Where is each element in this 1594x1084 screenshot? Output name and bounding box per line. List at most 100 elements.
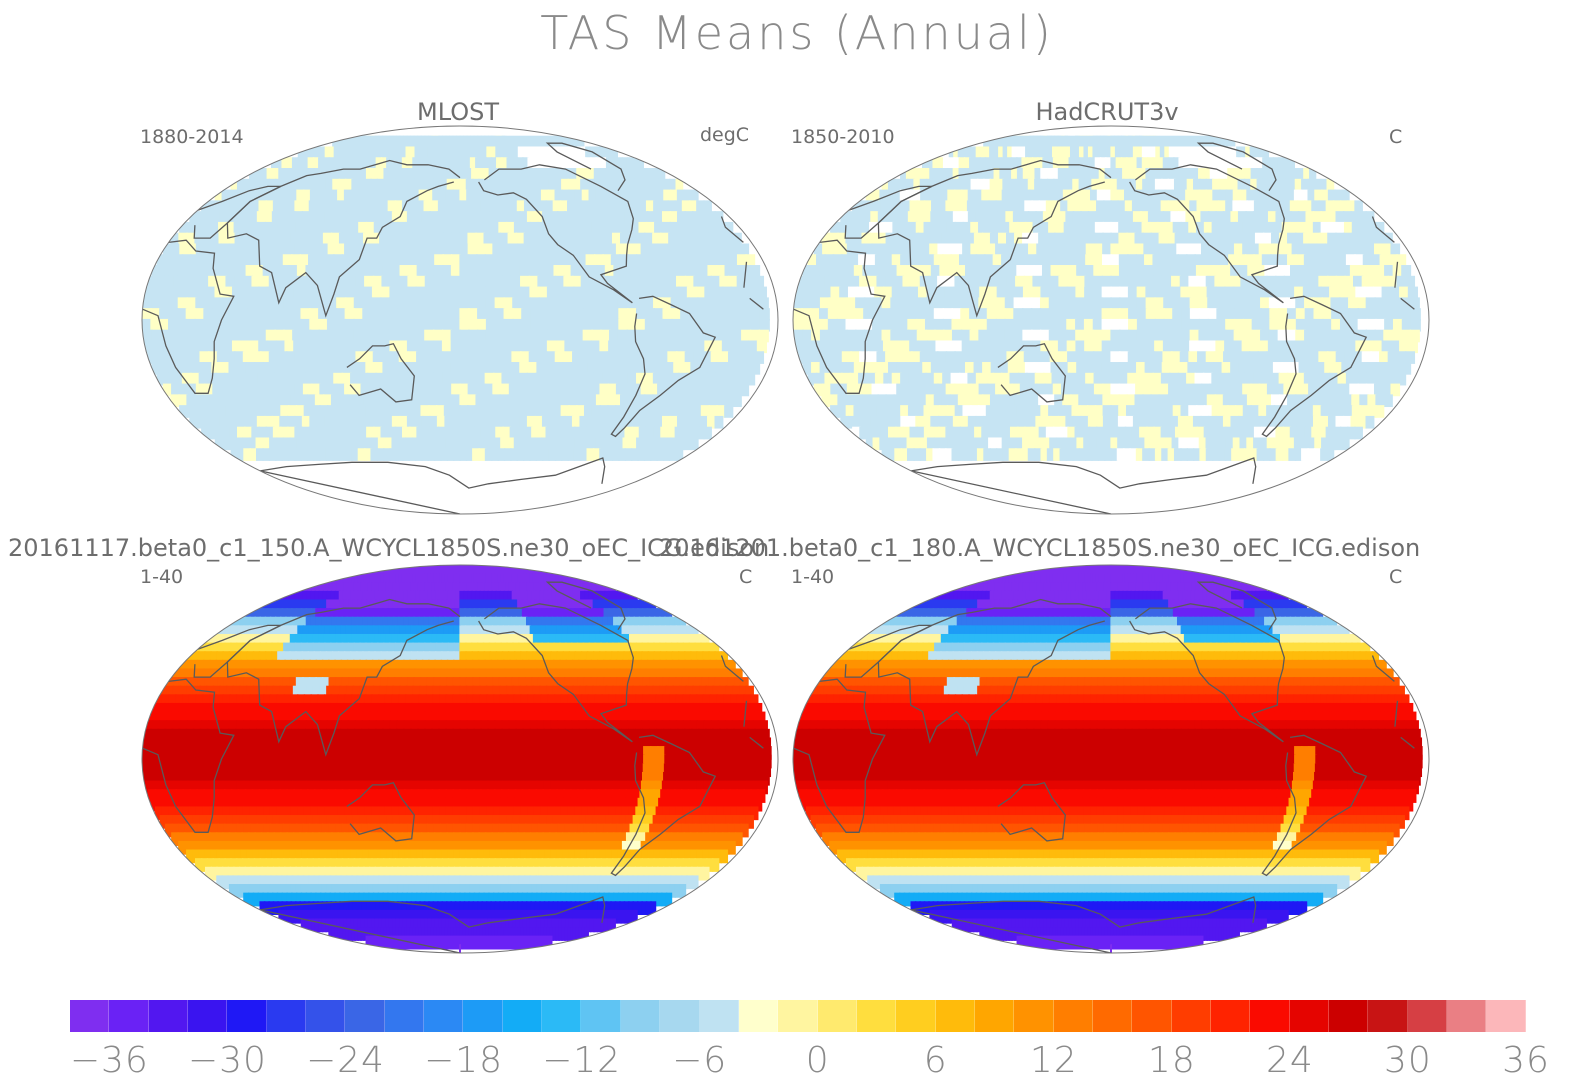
field-cell bbox=[1178, 157, 1186, 170]
field-cell bbox=[692, 221, 703, 235]
field-cell bbox=[1013, 329, 1024, 343]
field-cell bbox=[500, 573, 505, 588]
field-cell bbox=[582, 168, 590, 181]
field-cell bbox=[171, 243, 181, 257]
field-cell bbox=[1270, 372, 1281, 386]
field-cell bbox=[922, 415, 932, 429]
field-cell bbox=[870, 211, 880, 224]
field-cell bbox=[409, 243, 420, 257]
field-cell bbox=[186, 329, 197, 343]
field-cell bbox=[713, 340, 724, 354]
field-cell bbox=[880, 426, 890, 440]
field-cell bbox=[1200, 211, 1210, 224]
field-cell bbox=[1084, 448, 1093, 461]
field-cell bbox=[1068, 157, 1076, 170]
field-cell bbox=[1271, 394, 1281, 408]
field-cell bbox=[186, 405, 197, 418]
field-cell bbox=[305, 362, 316, 375]
field-cell bbox=[551, 616, 559, 631]
field-cell bbox=[576, 146, 583, 160]
field-cell bbox=[574, 599, 581, 614]
field-cell bbox=[1144, 254, 1154, 267]
field-cell bbox=[922, 211, 932, 224]
field-cell bbox=[555, 573, 560, 588]
field-cell bbox=[204, 211, 214, 224]
field-cell bbox=[925, 254, 936, 267]
field-cell bbox=[953, 383, 964, 397]
field-cell bbox=[287, 448, 296, 461]
field-cell bbox=[521, 329, 532, 343]
field-cell bbox=[319, 383, 330, 397]
field-cell bbox=[1219, 189, 1228, 203]
field-cell bbox=[248, 329, 259, 343]
field-cell bbox=[1015, 189, 1024, 203]
field-cell bbox=[495, 590, 502, 605]
field-cell bbox=[454, 616, 461, 631]
field-cell bbox=[697, 308, 709, 321]
field-cell bbox=[309, 329, 320, 343]
field-cell bbox=[503, 599, 510, 614]
field-cell bbox=[539, 590, 546, 605]
field-cell bbox=[280, 221, 290, 235]
field-cell bbox=[210, 232, 220, 246]
field-cell bbox=[258, 426, 268, 440]
field-cell bbox=[590, 286, 601, 300]
coastline-south-america bbox=[610, 295, 717, 438]
field-cell bbox=[208, 200, 217, 214]
field-cell bbox=[450, 329, 461, 343]
field-cell bbox=[374, 590, 381, 605]
field-cell bbox=[299, 599, 306, 614]
field-cell bbox=[630, 405, 640, 418]
field-cell bbox=[1196, 200, 1206, 214]
field-cell bbox=[1298, 362, 1309, 375]
field-cell bbox=[1367, 221, 1377, 235]
field-cell bbox=[587, 232, 598, 246]
field-cell bbox=[1186, 146, 1193, 160]
field-cell bbox=[758, 297, 769, 311]
field-cell bbox=[373, 426, 382, 440]
map-panel-mlost bbox=[141, 125, 779, 515]
field-cell bbox=[1123, 178, 1131, 192]
field-cell bbox=[971, 146, 978, 160]
field-cell bbox=[295, 405, 306, 418]
field-cell bbox=[299, 254, 310, 267]
field-cell bbox=[611, 168, 619, 181]
field-cell bbox=[630, 265, 641, 278]
field-cell bbox=[1332, 383, 1343, 397]
field-cell bbox=[509, 200, 519, 214]
field-cell bbox=[574, 426, 583, 440]
field-cell bbox=[1060, 243, 1071, 257]
field-cell bbox=[639, 211, 649, 224]
field-cell bbox=[965, 232, 976, 246]
field-cell bbox=[896, 265, 907, 278]
field-cell bbox=[151, 297, 162, 311]
field-cell bbox=[722, 243, 733, 257]
field-cell bbox=[244, 200, 253, 214]
field-cell bbox=[1201, 243, 1211, 257]
field-cell bbox=[988, 426, 998, 440]
field-cell bbox=[556, 329, 567, 343]
field-cell bbox=[993, 168, 1001, 181]
field-cell bbox=[534, 189, 543, 203]
field-cell bbox=[676, 211, 686, 224]
field-cell bbox=[1128, 146, 1135, 160]
field-cell bbox=[1172, 221, 1182, 235]
field-cell bbox=[418, 243, 428, 257]
field-cell bbox=[1266, 275, 1277, 289]
field-cell bbox=[1205, 178, 1214, 192]
field-cell bbox=[531, 426, 540, 440]
field-cell bbox=[268, 448, 277, 461]
field-cell bbox=[321, 616, 328, 631]
field-cell bbox=[232, 625, 240, 640]
field-cell bbox=[391, 437, 400, 451]
field-cell bbox=[1269, 318, 1280, 332]
field-cell bbox=[364, 178, 372, 192]
field-cell bbox=[840, 211, 850, 224]
field-cell bbox=[369, 211, 379, 224]
field-cell bbox=[839, 340, 850, 354]
field-cell bbox=[475, 394, 485, 408]
field-cell bbox=[392, 608, 399, 622]
field-cell bbox=[1171, 275, 1182, 289]
field-cell bbox=[1057, 340, 1069, 354]
field-cell bbox=[1275, 383, 1285, 397]
